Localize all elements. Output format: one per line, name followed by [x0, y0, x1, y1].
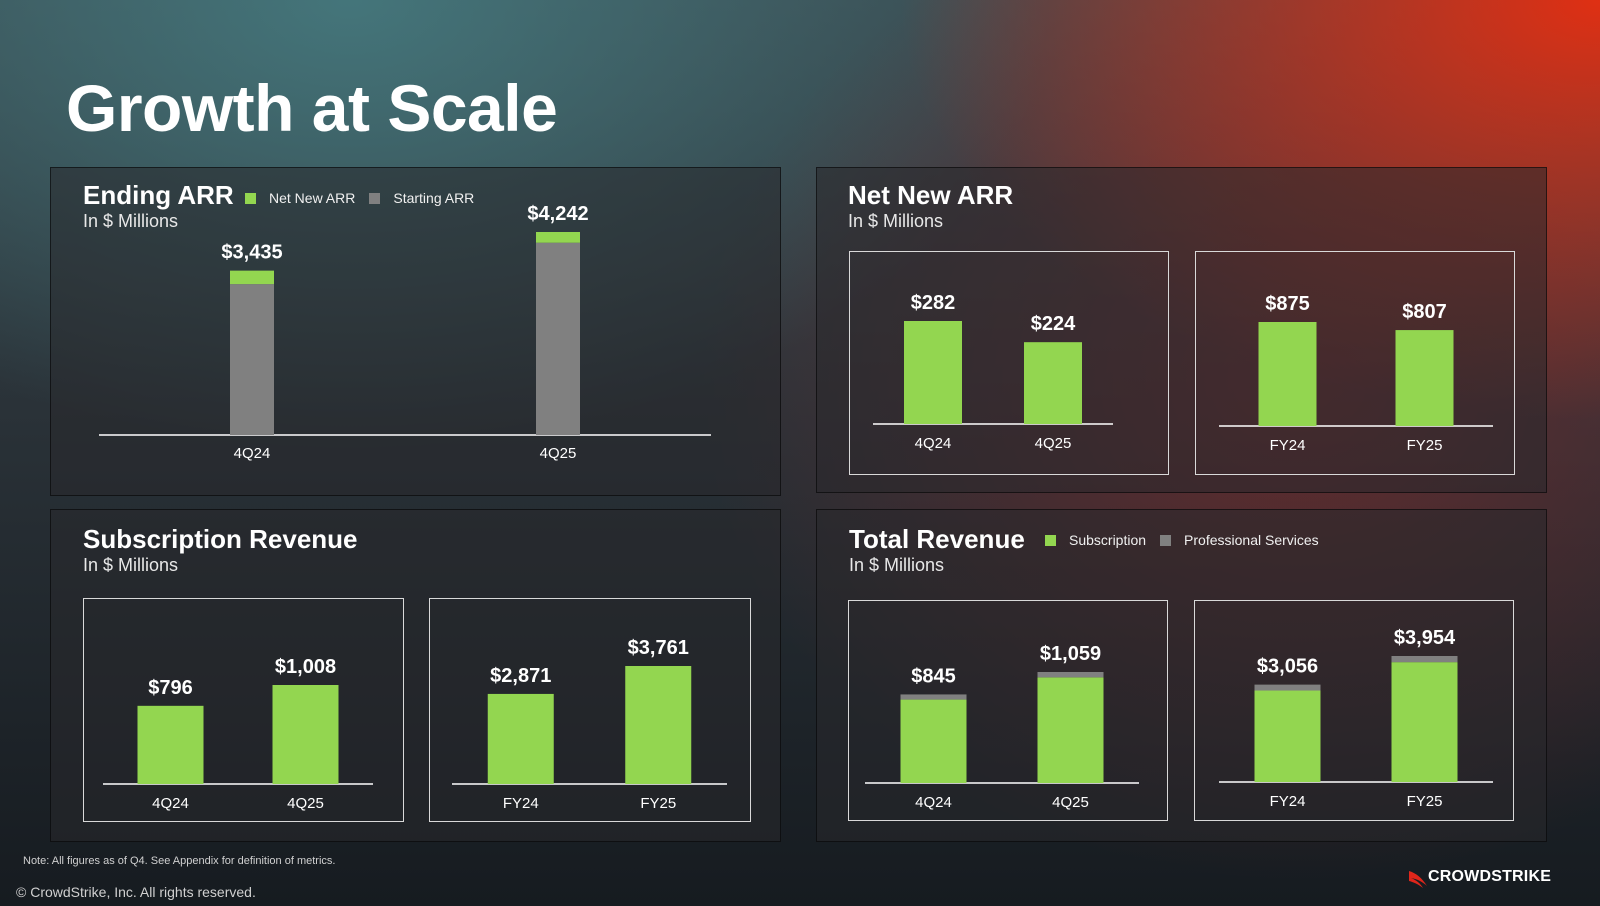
- tick-label-4q25: 4Q25: [1052, 794, 1089, 811]
- bar-subscription-fy24: [487, 693, 554, 784]
- total-revenue-quarterly-chart: $845 4Q24 $1,059 4Q25: [865, 643, 1139, 811]
- data-label-4q25: $1,008: [275, 656, 336, 678]
- tick-label-fy24: FY24: [503, 795, 539, 812]
- bar-starting-arr-4q24: [230, 284, 274, 435]
- net-new-arr-fy-box: [1195, 251, 1515, 475]
- data-label-fy24: $2,871: [490, 665, 551, 687]
- subscription-revenue-title: Subscription Revenue: [83, 524, 358, 554]
- footnote: Note: All figures as of Q4. See Appendix…: [23, 855, 336, 867]
- tick-label-4q24: 4Q24: [234, 445, 271, 462]
- bar-subscription-fy24: [1254, 690, 1321, 782]
- bar-net-new-arr-fy24: [1258, 322, 1317, 426]
- ending-arr-panel: Ending ARR In $ Millions Net New ARR Sta…: [50, 167, 781, 496]
- bar-professional-services-fy24: [1254, 684, 1321, 691]
- tick-label-fy24: FY24: [1270, 793, 1306, 810]
- tick-label-fy24: FY24: [1270, 437, 1306, 454]
- bar-subscription-4q24: [900, 699, 967, 783]
- legend-item-subscription: Subscription: [1045, 532, 1146, 548]
- tick-label-fy25: FY25: [640, 795, 676, 812]
- data-label-4q24: $282: [911, 292, 956, 314]
- data-label-4q24: $3,435: [221, 242, 282, 264]
- legend-item-professional-services: Professional Services: [1160, 532, 1319, 548]
- tick-label-4q25: 4Q25: [1035, 435, 1072, 452]
- ending-arr-subtitle: In $ Millions: [83, 211, 179, 231]
- bar-professional-services-4q24: [900, 694, 967, 700]
- legend-swatch-subscription: [1045, 534, 1056, 546]
- net-new-arr-subtitle: In $ Millions: [848, 211, 944, 231]
- total-revenue-subtitle: In $ Millions: [849, 555, 945, 575]
- tick-label-4q25: 4Q25: [287, 795, 324, 812]
- legend-swatch-starting-arr: [369, 192, 381, 204]
- bar-starting-arr-4q25: [536, 242, 580, 435]
- data-label-fy24: $875: [1265, 293, 1310, 315]
- total-revenue-quarterly-box: [848, 600, 1168, 821]
- data-label-fy25: $807: [1402, 301, 1447, 323]
- data-label-fy24: $3,056: [1257, 656, 1318, 678]
- subscription-fy-chart: $2,871 FY24 $3,761 FY25: [452, 637, 727, 812]
- bar-subscription-fy25: [1391, 662, 1458, 782]
- copyright: © CrowdStrike, Inc. All rights reserved.: [16, 884, 256, 900]
- ending-arr-legend: Net New ARR Starting ARR: [245, 190, 488, 206]
- net-new-arr-title: Net New ARR: [848, 180, 1014, 210]
- bar-subscription-4q25: [272, 685, 339, 784]
- subscription-fy-box: [429, 598, 751, 822]
- data-label-4q25: $4,242: [527, 203, 588, 225]
- subscription-quarterly-chart: $796 4Q24 $1,008 4Q25: [103, 656, 373, 812]
- legend-item-net-new-arr: Net New ARR: [245, 190, 355, 206]
- total-revenue-panel: Total Revenue In $ Millions Subscription…: [816, 509, 1547, 842]
- legend-swatch-net-new-arr: [245, 192, 256, 204]
- ending-arr-chart: $3,435 4Q24 $4,242 4Q25: [99, 203, 711, 462]
- total-revenue-title: Total Revenue: [849, 524, 1025, 554]
- subscription-quarterly-box: [83, 598, 404, 822]
- bar-net-new-arr-4q25: [1024, 342, 1082, 424]
- subscription-revenue-subtitle: In $ Millions: [83, 555, 179, 575]
- total-revenue-fy-chart: $3,056 FY24 $3,954 FY25: [1219, 627, 1493, 810]
- legend-item-starting-arr: Starting ARR: [369, 190, 474, 206]
- legend-label-professional-services: Professional Services: [1184, 532, 1319, 548]
- data-label-4q24: $845: [911, 665, 956, 687]
- tick-label-4q24: 4Q24: [915, 794, 952, 811]
- tick-label-4q24: 4Q24: [152, 795, 189, 812]
- total-revenue-legend: Subscription Professional Services: [1045, 532, 1333, 548]
- bar-net-new-arr-fy25: [1395, 330, 1454, 426]
- legend-label-starting-arr: Starting ARR: [393, 190, 475, 206]
- falcon-icon: [1409, 871, 1427, 888]
- bar-professional-services-4q25: [1037, 672, 1104, 678]
- bar-net-new-arr-4q24: [904, 321, 962, 424]
- tick-label-4q24: 4Q24: [915, 435, 952, 452]
- bar-subscription-4q25: [1037, 677, 1104, 783]
- data-label-4q24: $796: [148, 677, 193, 699]
- net-new-arr-quarterly-box: [849, 251, 1169, 475]
- bar-subscription-fy25: [625, 666, 692, 784]
- ending-arr-title: Ending ARR: [83, 180, 234, 210]
- logo-text: CROWDSTRIKE: [1428, 868, 1552, 885]
- tick-label-4q25: 4Q25: [540, 445, 577, 462]
- bar-professional-services-fy25: [1391, 656, 1458, 663]
- bar-net-new-arr-4q25: [536, 232, 580, 243]
- legend-swatch-professional-services: [1160, 534, 1172, 546]
- legend-label-subscription: Subscription: [1069, 532, 1147, 548]
- page-title: Growth at Scale: [66, 71, 558, 145]
- tick-label-fy25: FY25: [1407, 437, 1443, 454]
- data-label-fy25: $3,954: [1394, 627, 1456, 649]
- data-label-fy25: $3,761: [628, 637, 689, 659]
- crowdstrike-logo: CROWDSTRIKE: [1408, 863, 1551, 891]
- subscription-revenue-panel: Subscription Revenue In $ Millions $796 4…: [50, 509, 781, 842]
- net-new-arr-fy-chart: $875 FY24 $807 FY25: [1219, 293, 1493, 454]
- net-new-arr-quarterly-chart: $282 4Q24 $224 4Q25: [873, 292, 1113, 452]
- bar-subscription-4q24: [137, 705, 204, 784]
- net-new-arr-panel: Net New ARR In $ Millions $282 4Q24 $224 4Q…: [816, 167, 1547, 493]
- tick-label-fy25: FY25: [1407, 793, 1443, 810]
- legend-label-net-new-arr: Net New ARR: [269, 190, 356, 206]
- bar-net-new-arr-4q24: [230, 270, 274, 285]
- total-revenue-fy-box: [1194, 600, 1514, 821]
- data-label-4q25: $224: [1031, 313, 1076, 335]
- data-label-4q25: $1,059: [1040, 643, 1101, 665]
